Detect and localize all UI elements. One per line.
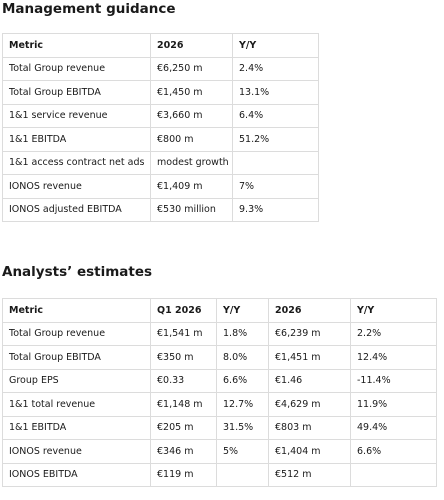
table-cell: 1&1 service revenue [2, 103, 151, 128]
table-cell: €0.33 [150, 368, 217, 393]
section-title: Analysts’ estimates [2, 264, 153, 280]
table-row: IONOS adjusted EBITDA €530 million 9.3% [2, 197, 319, 222]
header-cell: 2026 [150, 33, 233, 58]
table-row: 1&1 access contract net ads modest growth [2, 150, 319, 175]
guidance-table: Metric 2026 Y/Y Total Group revenue €6,250 m… [2, 33, 319, 222]
table-cell: €6,239 m [268, 321, 351, 346]
table-cell: Total Group EBITDA [2, 80, 151, 105]
table-cell: 5% [216, 439, 269, 464]
table-cell: 6.6% [350, 439, 437, 464]
header-row: Metric Q1 2026 Y/Y 2026 Y/Y [2, 298, 437, 323]
table-cell: 11.9% [350, 392, 437, 417]
table-row: Total Group EBITDA €1,450 m 13.1% [2, 80, 319, 105]
table-cell: 2.2% [350, 321, 437, 346]
table-cell: Group EPS [2, 368, 151, 393]
table-cell: IONOS revenue [2, 174, 151, 199]
table-cell: €512 m [268, 462, 351, 487]
table-cell: €1,541 m [150, 321, 217, 346]
table-cell: IONOS adjusted EBITDA [2, 197, 151, 222]
table-row: 1&1 EBITDA €800 m 51.2% [2, 127, 319, 152]
table-cell: €205 m [150, 415, 217, 440]
table-cell: €346 m [150, 439, 217, 464]
table-cell: 7% [232, 174, 319, 199]
table-cell: €350 m [150, 345, 217, 370]
table-row: 1&1 EBITDA €205 m 31.5% €803 m 49.4% [2, 415, 437, 440]
table-row: 1&1 service revenue €3,660 m 6.4% [2, 103, 319, 128]
table-cell: €803 m [268, 415, 351, 440]
header-cell: Y/Y [350, 298, 437, 323]
table-cell: €530 million [150, 197, 233, 222]
table-row: Group EPS €0.33 6.6% €1.46 -11.4% [2, 368, 437, 393]
table-cell: €4,629 m [268, 392, 351, 417]
header-row: Metric 2026 Y/Y [2, 33, 319, 58]
table-cell: €119 m [150, 462, 217, 487]
table-cell: 12.7% [216, 392, 269, 417]
table-cell: €1,148 m [150, 392, 217, 417]
table-cell [216, 462, 269, 487]
table-cell [350, 462, 437, 487]
table-cell: €6,250 m [150, 56, 233, 81]
header-cell: Metric [2, 33, 151, 58]
table-cell: 13.1% [232, 80, 319, 105]
table-cell: 9.3% [232, 197, 319, 222]
estimates-table: Metric Q1 2026 Y/Y 2026 Y/Y Total Group reven… [2, 298, 437, 487]
header-cell: 2026 [268, 298, 351, 323]
table-cell: €1.46 [268, 368, 351, 393]
header-cell: Metric [2, 298, 151, 323]
table-cell: 6.6% [216, 368, 269, 393]
table-row: 1&1 total revenue €1,148 m 12.7% €4,629 m 11… [2, 392, 437, 417]
table-cell: 2.4% [232, 56, 319, 81]
table-cell: modest growth [150, 150, 233, 175]
table-row: Total Group revenue €6,250 m 2.4% [2, 56, 319, 81]
table-cell: 8.0% [216, 345, 269, 370]
table-cell: 1&1 EBITDA [2, 127, 151, 152]
table-cell: 1.8% [216, 321, 269, 346]
header-cell: Y/Y [232, 33, 319, 58]
table-row: Total Group EBITDA €350 m 8.0% €1,451 m 12.4… [2, 345, 437, 370]
table-row: IONOS revenue €346 m 5% €1,404 m 6.6% [2, 439, 437, 464]
table-cell: IONOS revenue [2, 439, 151, 464]
table-cell [232, 150, 319, 175]
table-row: IONOS EBITDA €119 m €512 m [2, 462, 437, 487]
table-cell: Total Group EBITDA [2, 345, 151, 370]
table-cell: 1&1 access contract net ads [2, 150, 151, 175]
table-cell: €1,450 m [150, 80, 233, 105]
table-cell: 49.4% [350, 415, 437, 440]
section-title: Management guidance [2, 1, 176, 17]
table-row: IONOS revenue €1,409 m 7% [2, 174, 319, 199]
header-cell: Q1 2026 [150, 298, 217, 323]
table-cell: 1&1 total revenue [2, 392, 151, 417]
table-cell: 12.4% [350, 345, 437, 370]
table-cell: IONOS EBITDA [2, 462, 151, 487]
table-cell: 6.4% [232, 103, 319, 128]
table-cell: €800 m [150, 127, 233, 152]
table-cell: 31.5% [216, 415, 269, 440]
table-cell: €1,451 m [268, 345, 351, 370]
table-cell: Total Group revenue [2, 321, 151, 346]
table-cell: 51.2% [232, 127, 319, 152]
table-cell: -11.4% [350, 368, 437, 393]
header-cell: Y/Y [216, 298, 269, 323]
table-cell: €3,660 m [150, 103, 233, 128]
table-cell: €1,404 m [268, 439, 351, 464]
table-cell: 1&1 EBITDA [2, 415, 151, 440]
table-cell: €1,409 m [150, 174, 233, 199]
table-cell: Total Group revenue [2, 56, 151, 81]
